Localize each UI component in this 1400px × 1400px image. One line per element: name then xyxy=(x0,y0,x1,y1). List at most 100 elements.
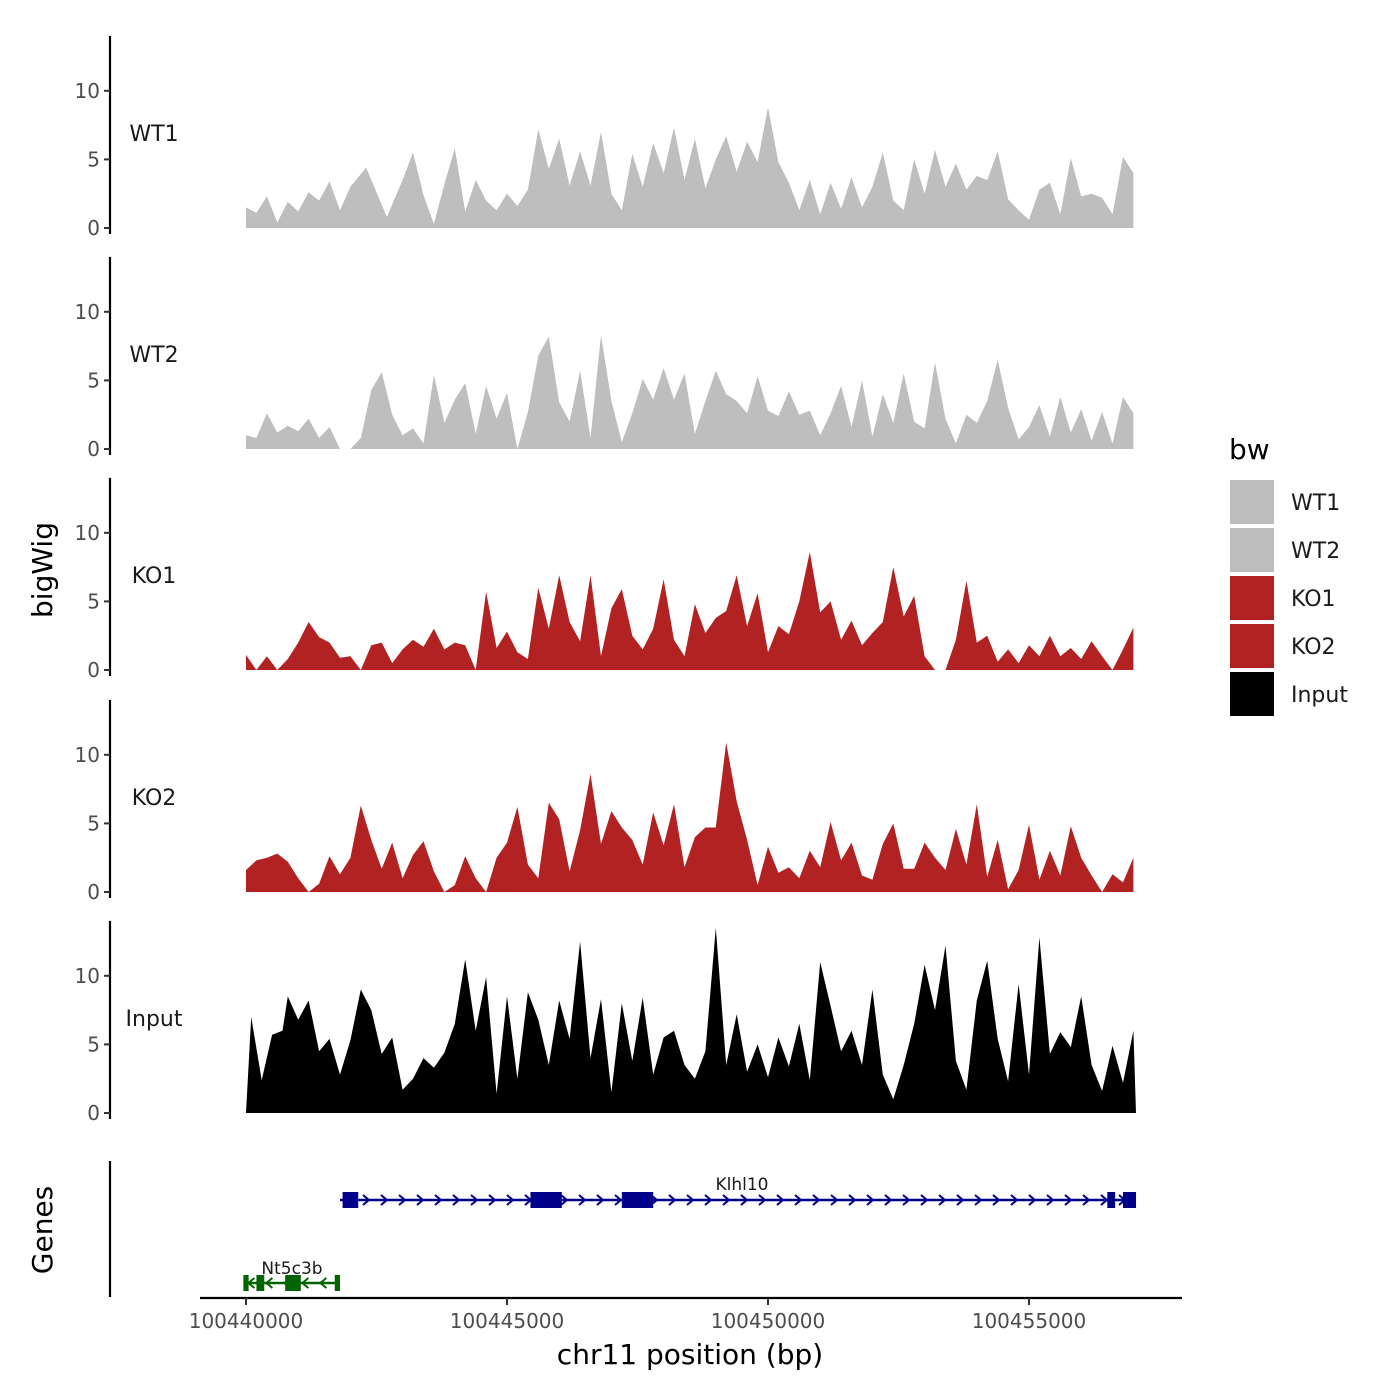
track-ko2: 0 5 10 KO2 xyxy=(75,699,1134,904)
strand-arrow xyxy=(902,1194,911,1206)
track-label: WT1 xyxy=(129,122,178,147)
gene-klhl10: Klhl10 xyxy=(339,1175,1137,1208)
y-tick-label: 0 xyxy=(87,216,100,240)
strand-arrow xyxy=(614,1194,623,1206)
exon xyxy=(285,1275,301,1291)
y-tick-label: 10 xyxy=(75,743,100,767)
exon xyxy=(243,1275,249,1291)
strand-arrow xyxy=(398,1194,407,1206)
genes-panel-title: Genes xyxy=(26,1186,59,1274)
gene-label: Nt5c3b xyxy=(261,1259,322,1279)
legend-entry-wt1: WT1 xyxy=(1230,480,1340,524)
legend-swatch xyxy=(1230,672,1274,716)
exon xyxy=(621,1192,654,1208)
strand-arrow xyxy=(848,1194,857,1206)
y-tick-label: 0 xyxy=(87,658,100,682)
strand-arrow xyxy=(318,1277,328,1289)
legend-entry-ko1: KO1 xyxy=(1230,576,1336,620)
y-tick-label: 10 xyxy=(75,521,100,545)
signal-tracks: 0 5 10 WT1 0 5 10 WT2 0 5 10 KO1 0 5 10 KO2 0 5 10 Input xyxy=(75,35,1136,1125)
y-tick-label: 0 xyxy=(87,437,100,461)
y-tick-label: 10 xyxy=(75,300,100,324)
signal-area xyxy=(246,927,1136,1113)
legend-label: WT1 xyxy=(1291,491,1340,516)
y-tick-label: 10 xyxy=(75,79,100,103)
y-tick-label: 5 xyxy=(87,368,100,392)
strand-arrow xyxy=(300,1277,310,1289)
legend-swatch xyxy=(1230,480,1274,524)
strand-arrow xyxy=(758,1194,767,1206)
signal-area xyxy=(246,552,1134,670)
strand-arrow xyxy=(974,1194,983,1206)
strand-arrow xyxy=(434,1194,443,1206)
strand-arrow xyxy=(956,1194,965,1206)
strand-arrow xyxy=(506,1194,515,1206)
legend-entry-wt2: WT2 xyxy=(1230,528,1340,572)
legend-label: KO2 xyxy=(1291,635,1336,660)
legend-swatch xyxy=(1230,624,1274,668)
strand-arrow xyxy=(596,1194,605,1206)
strand-arrow xyxy=(1100,1194,1109,1206)
y-tick-label: 0 xyxy=(87,1101,100,1125)
legend-entry-ko2: KO2 xyxy=(1230,624,1336,668)
y-tick-label: 10 xyxy=(75,964,100,988)
legend-title: bw xyxy=(1229,433,1270,466)
strand-arrow xyxy=(470,1194,479,1206)
strand-arrow xyxy=(938,1194,947,1206)
legend-label: WT2 xyxy=(1291,539,1340,564)
exon xyxy=(334,1275,340,1291)
legend-swatch xyxy=(1230,528,1274,572)
strand-arrow xyxy=(866,1194,875,1206)
strand-arrow xyxy=(668,1194,677,1206)
track-label: KO1 xyxy=(132,564,177,589)
strand-arrow xyxy=(1028,1194,1037,1206)
y-tick-label: 5 xyxy=(87,1032,100,1056)
strand-arrow xyxy=(992,1194,1001,1206)
signal-area xyxy=(246,742,1134,892)
legend-swatch xyxy=(1230,576,1274,620)
y-axis-title: bigWig xyxy=(26,522,59,618)
gene-label: Klhl10 xyxy=(715,1175,768,1195)
track-input: 0 5 10 Input xyxy=(75,920,1136,1125)
exon xyxy=(256,1275,265,1291)
exon xyxy=(1107,1192,1116,1208)
strand-arrow xyxy=(794,1194,803,1206)
x-axis-title: chr11 position (bp) xyxy=(557,1338,823,1371)
legend: bw WT1 WT2 KO1 KO2 Input xyxy=(1229,433,1348,716)
x-axis: 100440000 100445000 100450000 100455000 xyxy=(189,1296,1182,1333)
y-tick-label: 0 xyxy=(87,880,100,904)
strand-arrow xyxy=(416,1194,425,1206)
track-wt1: 0 5 10 WT1 xyxy=(75,35,1134,240)
strand-arrow xyxy=(884,1194,893,1206)
y-tick-label: 5 xyxy=(87,147,100,171)
strand-arrow xyxy=(740,1194,749,1206)
gene-nt5c3b: Nt5c3b xyxy=(243,1259,340,1291)
exon xyxy=(342,1192,359,1208)
strand-arrow xyxy=(380,1194,389,1206)
x-tick-label: 100445000 xyxy=(450,1309,565,1333)
strand-arrow xyxy=(1064,1194,1073,1206)
strand-arrow xyxy=(704,1194,713,1206)
x-tick-label: 100450000 xyxy=(711,1309,826,1333)
strand-arrow xyxy=(578,1194,587,1206)
strand-arrow xyxy=(452,1194,461,1206)
strand-arrow xyxy=(362,1194,371,1206)
x-tick-label: 100440000 xyxy=(189,1309,304,1333)
strand-arrow xyxy=(1010,1194,1019,1206)
exon xyxy=(530,1192,562,1208)
strand-arrow xyxy=(920,1194,929,1206)
track-wt2: 0 5 10 WT2 xyxy=(75,256,1134,461)
strand-arrow xyxy=(1082,1194,1091,1206)
strand-arrow xyxy=(722,1194,731,1206)
strand-arrow xyxy=(560,1194,569,1206)
track-label: KO2 xyxy=(132,786,177,811)
strand-arrow xyxy=(488,1194,497,1206)
track-ko1: 0 5 10 KO1 xyxy=(75,477,1134,682)
y-tick-label: 5 xyxy=(87,811,100,835)
strand-arrow xyxy=(812,1194,821,1206)
y-tick-label: 5 xyxy=(87,589,100,613)
legend-entry-input: Input xyxy=(1230,672,1348,716)
strand-arrow xyxy=(830,1194,839,1206)
strand-arrow xyxy=(776,1194,785,1206)
